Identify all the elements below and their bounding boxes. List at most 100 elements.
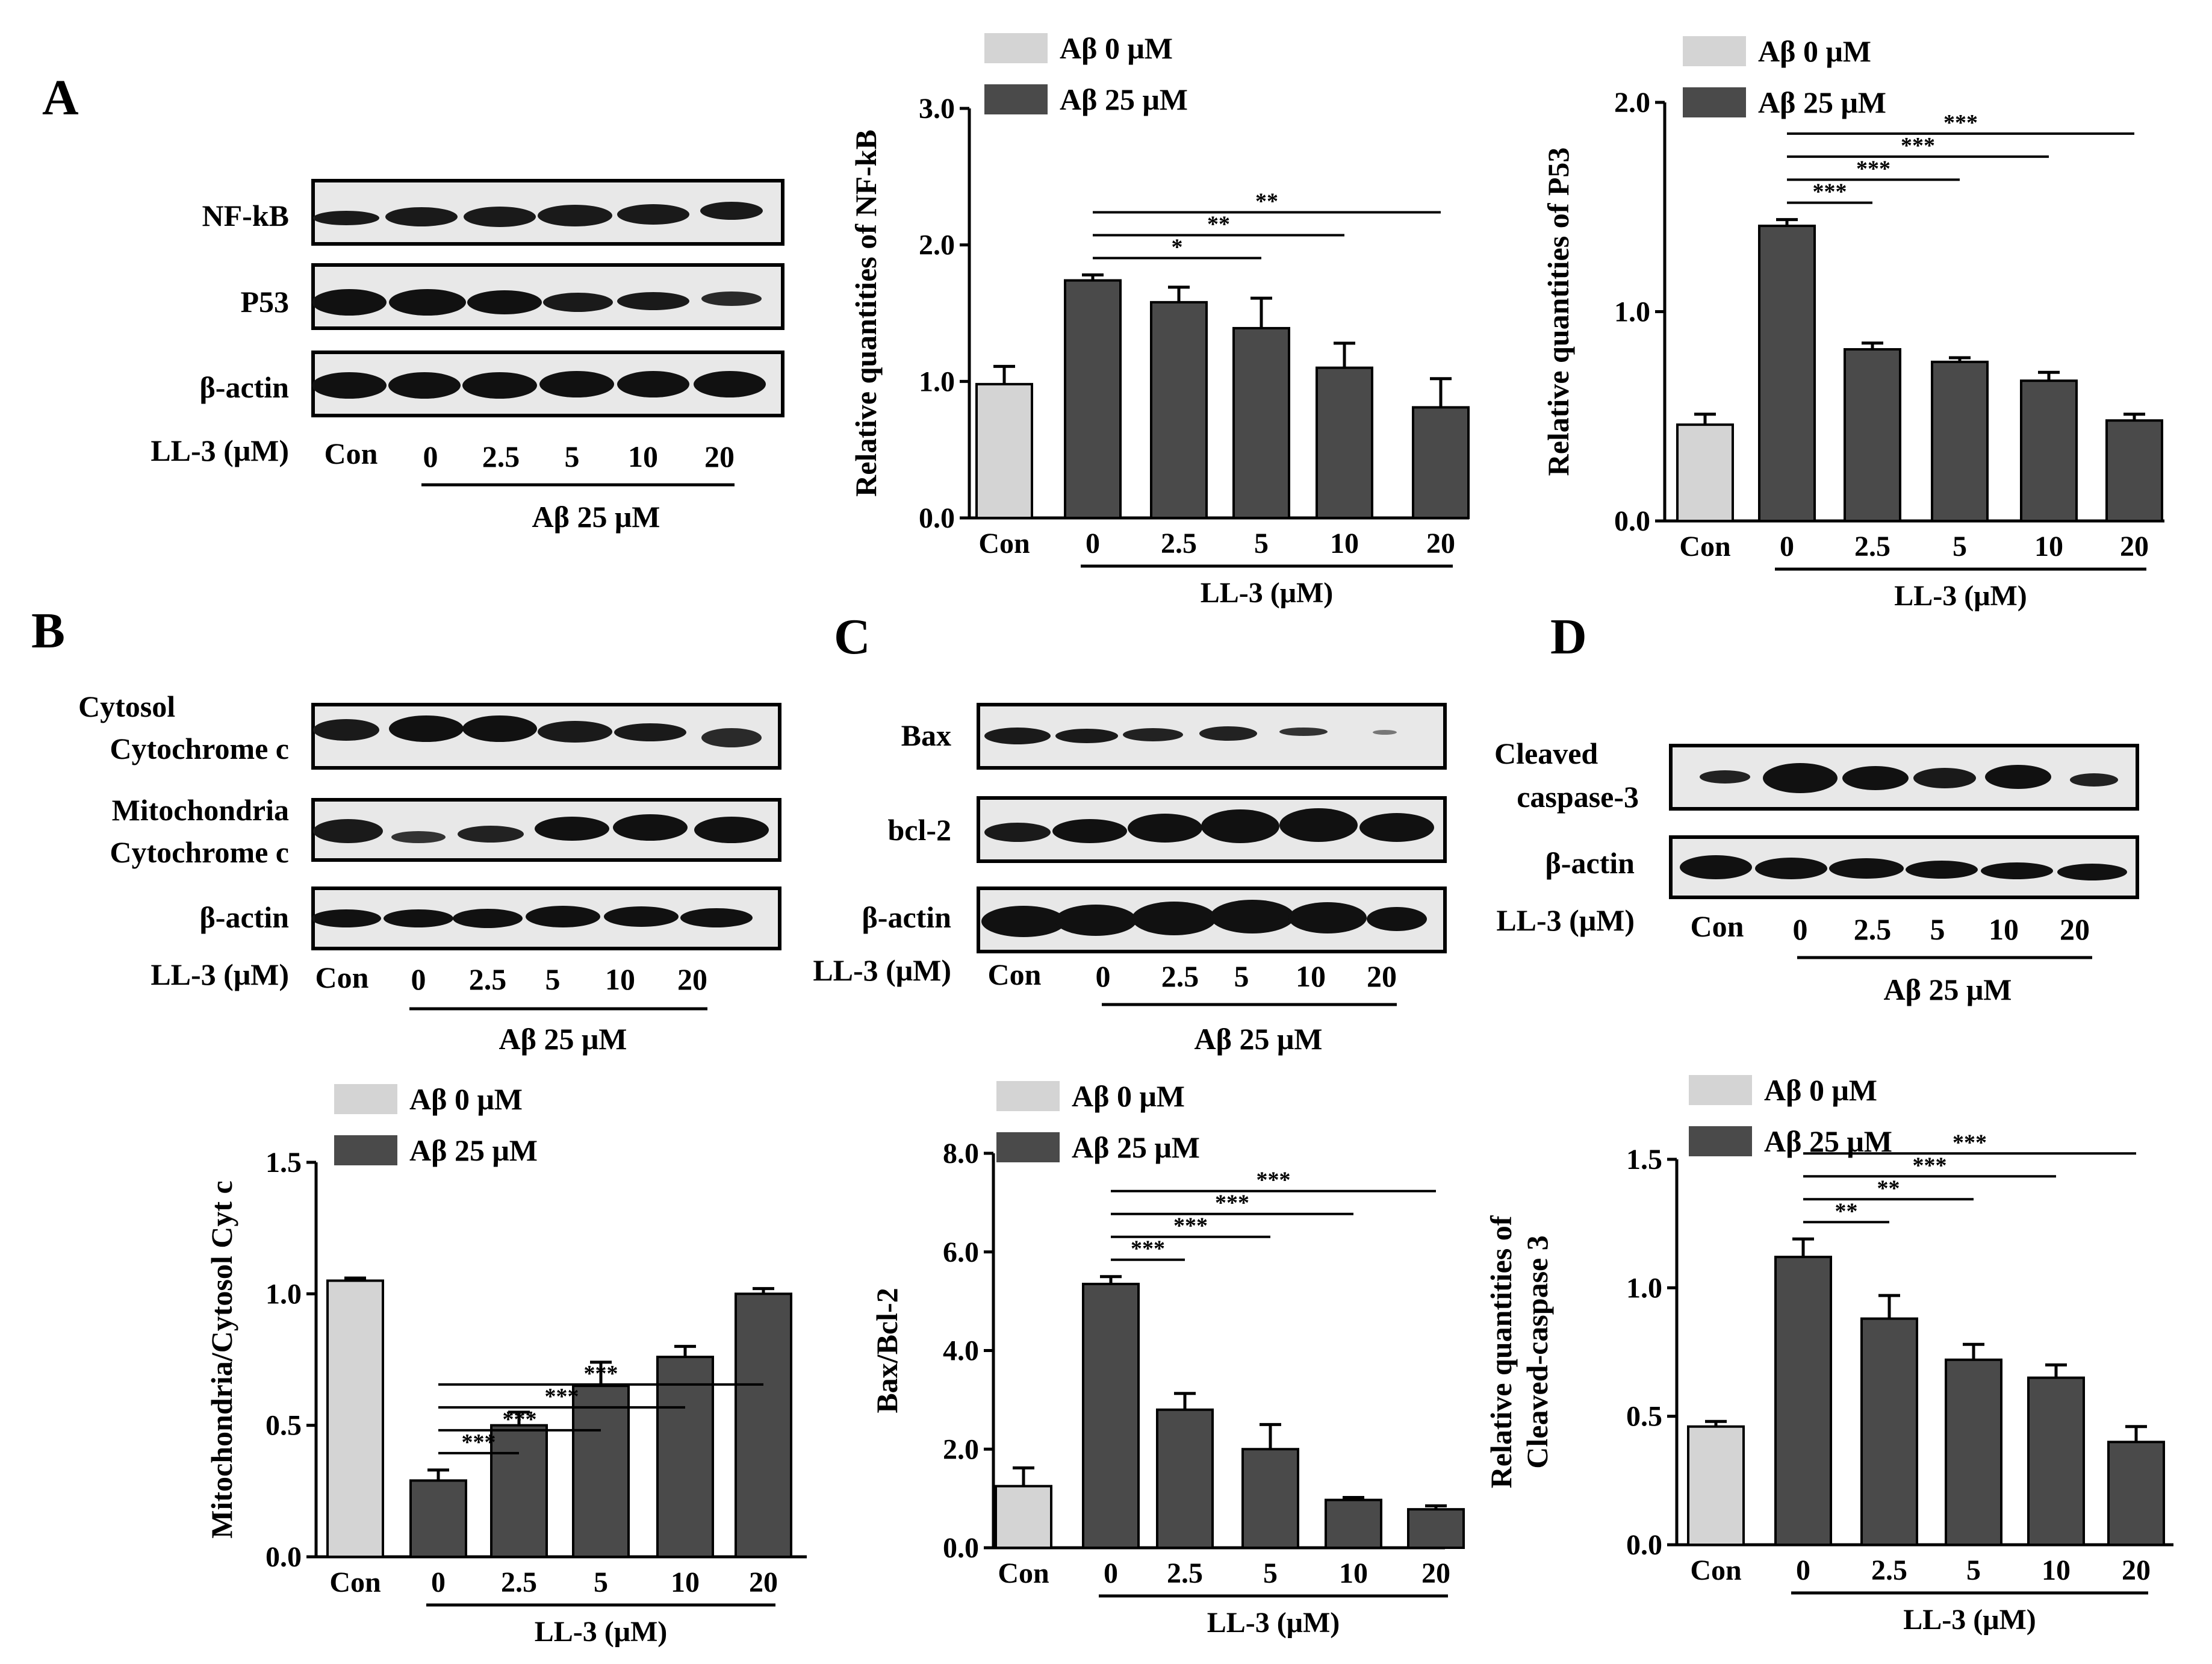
x-tick-label: Con bbox=[998, 1557, 1049, 1589]
blot-c-lane-label: 2.5 bbox=[1161, 959, 1199, 993]
bar-5 bbox=[1232, 326, 1290, 520]
significance-mark: *** bbox=[1173, 1214, 1208, 1239]
chart-baxbcl: Aβ 0 μM Aβ 25 μM 0.0 2.0 4.0 6.0 8.0 Bax/Bcl-2 C… bbox=[870, 1079, 1465, 1639]
blot-d-group-label: Aβ 25 μM bbox=[1884, 973, 2012, 1006]
x-tick-label: 2.5 bbox=[501, 1566, 537, 1598]
x-axis-label: LL-3 (μM) bbox=[1894, 580, 2027, 612]
bar-20 bbox=[1407, 1508, 1465, 1549]
significance-mark: *** bbox=[584, 1361, 618, 1386]
y-axis-label: Bax/Bcl-2 bbox=[870, 1288, 904, 1413]
x-tick-label: 20 bbox=[2122, 1554, 2151, 1586]
significance-mark: *** bbox=[1131, 1236, 1165, 1262]
blot-a-lane-label: 20 bbox=[704, 440, 735, 473]
blot-a-lane-label: 10 bbox=[628, 440, 658, 473]
bar-5 bbox=[1945, 1358, 2002, 1547]
blot-a-strips bbox=[311, 179, 784, 417]
bar-Con bbox=[975, 382, 1033, 519]
blot-d-treatment-label: LL-3 (μM) bbox=[1496, 903, 1635, 937]
x-tick-label: 20 bbox=[2120, 531, 2149, 562]
y-tick-label: 1.5 bbox=[266, 1147, 302, 1179]
bar-5 bbox=[1241, 1448, 1299, 1549]
y-axis-label: Relative quantities of P53 bbox=[1541, 148, 1575, 476]
panel-label-d: D bbox=[1550, 609, 1587, 665]
bar-2.5 bbox=[1844, 348, 1901, 522]
significance-mark: *** bbox=[545, 1384, 579, 1409]
x-tick-label: 10 bbox=[2042, 1554, 2071, 1586]
significance-mark: *** bbox=[1901, 133, 1935, 158]
y-tick-label: 2.0 bbox=[1614, 87, 1650, 119]
y-tick-label: 1.5 bbox=[1626, 1144, 1662, 1176]
blot-a: NF-kB P53 β-actin LL-3 (μM) bbox=[151, 179, 784, 534]
blot-b-strip-actin bbox=[311, 887, 781, 950]
bar-5 bbox=[572, 1385, 630, 1559]
blot-b-lane-label: Con bbox=[315, 961, 369, 994]
blot-c-lane-label: 0 bbox=[1096, 959, 1111, 993]
bar-2.5 bbox=[1150, 301, 1208, 519]
bar-0 bbox=[1064, 279, 1122, 519]
blot-b-lane-label: 10 bbox=[605, 962, 635, 996]
x-tick-label: 10 bbox=[2034, 531, 2063, 562]
x-tick-label: 5 bbox=[594, 1566, 608, 1598]
blot-a-label-p53: P53 bbox=[240, 285, 289, 319]
y-axis-label: Mitochondria/Cytosol Cyt c bbox=[205, 1180, 238, 1538]
legend-swatch-control bbox=[996, 1081, 1060, 1111]
panel-label-b: B bbox=[31, 603, 65, 659]
significance-mark: *** bbox=[1953, 1130, 1987, 1155]
significance-mark: *** bbox=[1943, 110, 1978, 136]
blot-d-strip-caspase3 bbox=[1669, 744, 2139, 811]
bar-2.5 bbox=[1156, 1408, 1214, 1549]
y-axis-label-line2: Cleaved-caspase 3 bbox=[1520, 1235, 1554, 1468]
legend-swatch-treated bbox=[334, 1135, 397, 1165]
x-tick-label: 10 bbox=[1330, 528, 1359, 559]
significance-mark: * bbox=[1172, 235, 1183, 260]
blot-a-group-label: Aβ 25 μM bbox=[532, 500, 660, 534]
bar-Con bbox=[1676, 423, 1734, 523]
significance-mark: ** bbox=[1207, 212, 1230, 237]
x-axis-label: LL-3 (μM) bbox=[1903, 1604, 2036, 1636]
legend-swatch-control bbox=[1689, 1075, 1752, 1105]
blot-d-strips bbox=[1669, 744, 2139, 899]
blot-b-strip-cytosol-cytc bbox=[311, 703, 781, 770]
x-tick-label: 5 bbox=[1263, 1557, 1278, 1589]
blot-d-label-caspase3: caspase-3 bbox=[1517, 780, 1639, 814]
significance-mark: *** bbox=[1913, 1153, 1947, 1178]
x-tick-label: 0 bbox=[1796, 1554, 1810, 1586]
blot-a-lane-label: 5 bbox=[565, 440, 580, 473]
y-tick-label: 0.0 bbox=[266, 1541, 302, 1573]
x-tick-label: Con bbox=[978, 528, 1030, 559]
y-tick-label: 1.0 bbox=[1626, 1272, 1662, 1304]
bar-Con bbox=[995, 1485, 1052, 1549]
legend-swatch-control bbox=[334, 1084, 397, 1114]
blot-c: Bax bcl-2 β-actin LL-3 (μM) bbox=[813, 703, 1447, 1056]
x-tick-label: 0 bbox=[1104, 1557, 1118, 1589]
legend-label-control: Aβ 0 μM bbox=[409, 1082, 523, 1116]
significance-mark: ** bbox=[1255, 189, 1278, 214]
y-tick-label: 6.0 bbox=[943, 1236, 979, 1268]
y-tick-label: 8.0 bbox=[943, 1138, 979, 1170]
y-tick-label: 1.0 bbox=[266, 1278, 302, 1310]
blot-b-lane-label: 5 bbox=[545, 962, 561, 996]
blot-d-lane-label: 2.5 bbox=[1854, 912, 1892, 946]
significance-mark: ** bbox=[1877, 1176, 1900, 1201]
blot-d-label-actin: β-actin bbox=[1545, 846, 1635, 880]
bar-10 bbox=[1316, 366, 1373, 520]
x-tick-label: Con bbox=[329, 1566, 381, 1598]
x-tick-label: 5 bbox=[1254, 528, 1269, 559]
significance-mark: *** bbox=[1257, 1168, 1291, 1193]
legend-swatch-treated bbox=[984, 84, 1048, 114]
x-tick-label: 5 bbox=[1953, 531, 1967, 562]
blot-c-lane-label: 20 bbox=[1367, 959, 1397, 993]
blot-b-label-cytosol: Cytosol bbox=[78, 690, 175, 723]
legend-label-treated: Aβ 25 μM bbox=[1758, 86, 1886, 119]
blot-d: Cleaved caspase-3 β-actin LL-3 (μM) Con … bbox=[1494, 737, 2139, 1006]
blot-c-lane-label: Con bbox=[988, 958, 1042, 991]
blot-c-strip-bax bbox=[977, 703, 1447, 770]
blot-b-group-label: Aβ 25 μM bbox=[499, 1022, 627, 1056]
legend-label-control: Aβ 0 μM bbox=[1764, 1073, 1877, 1107]
x-tick-label: 20 bbox=[749, 1566, 778, 1598]
y-tick-label: 2.0 bbox=[943, 1433, 979, 1465]
blot-d-lane-label: 10 bbox=[1989, 912, 2019, 946]
blot-c-strip-actin bbox=[977, 887, 1447, 953]
x-tick-label: 5 bbox=[1966, 1554, 1981, 1586]
y-tick-label: 0.0 bbox=[1614, 505, 1650, 537]
